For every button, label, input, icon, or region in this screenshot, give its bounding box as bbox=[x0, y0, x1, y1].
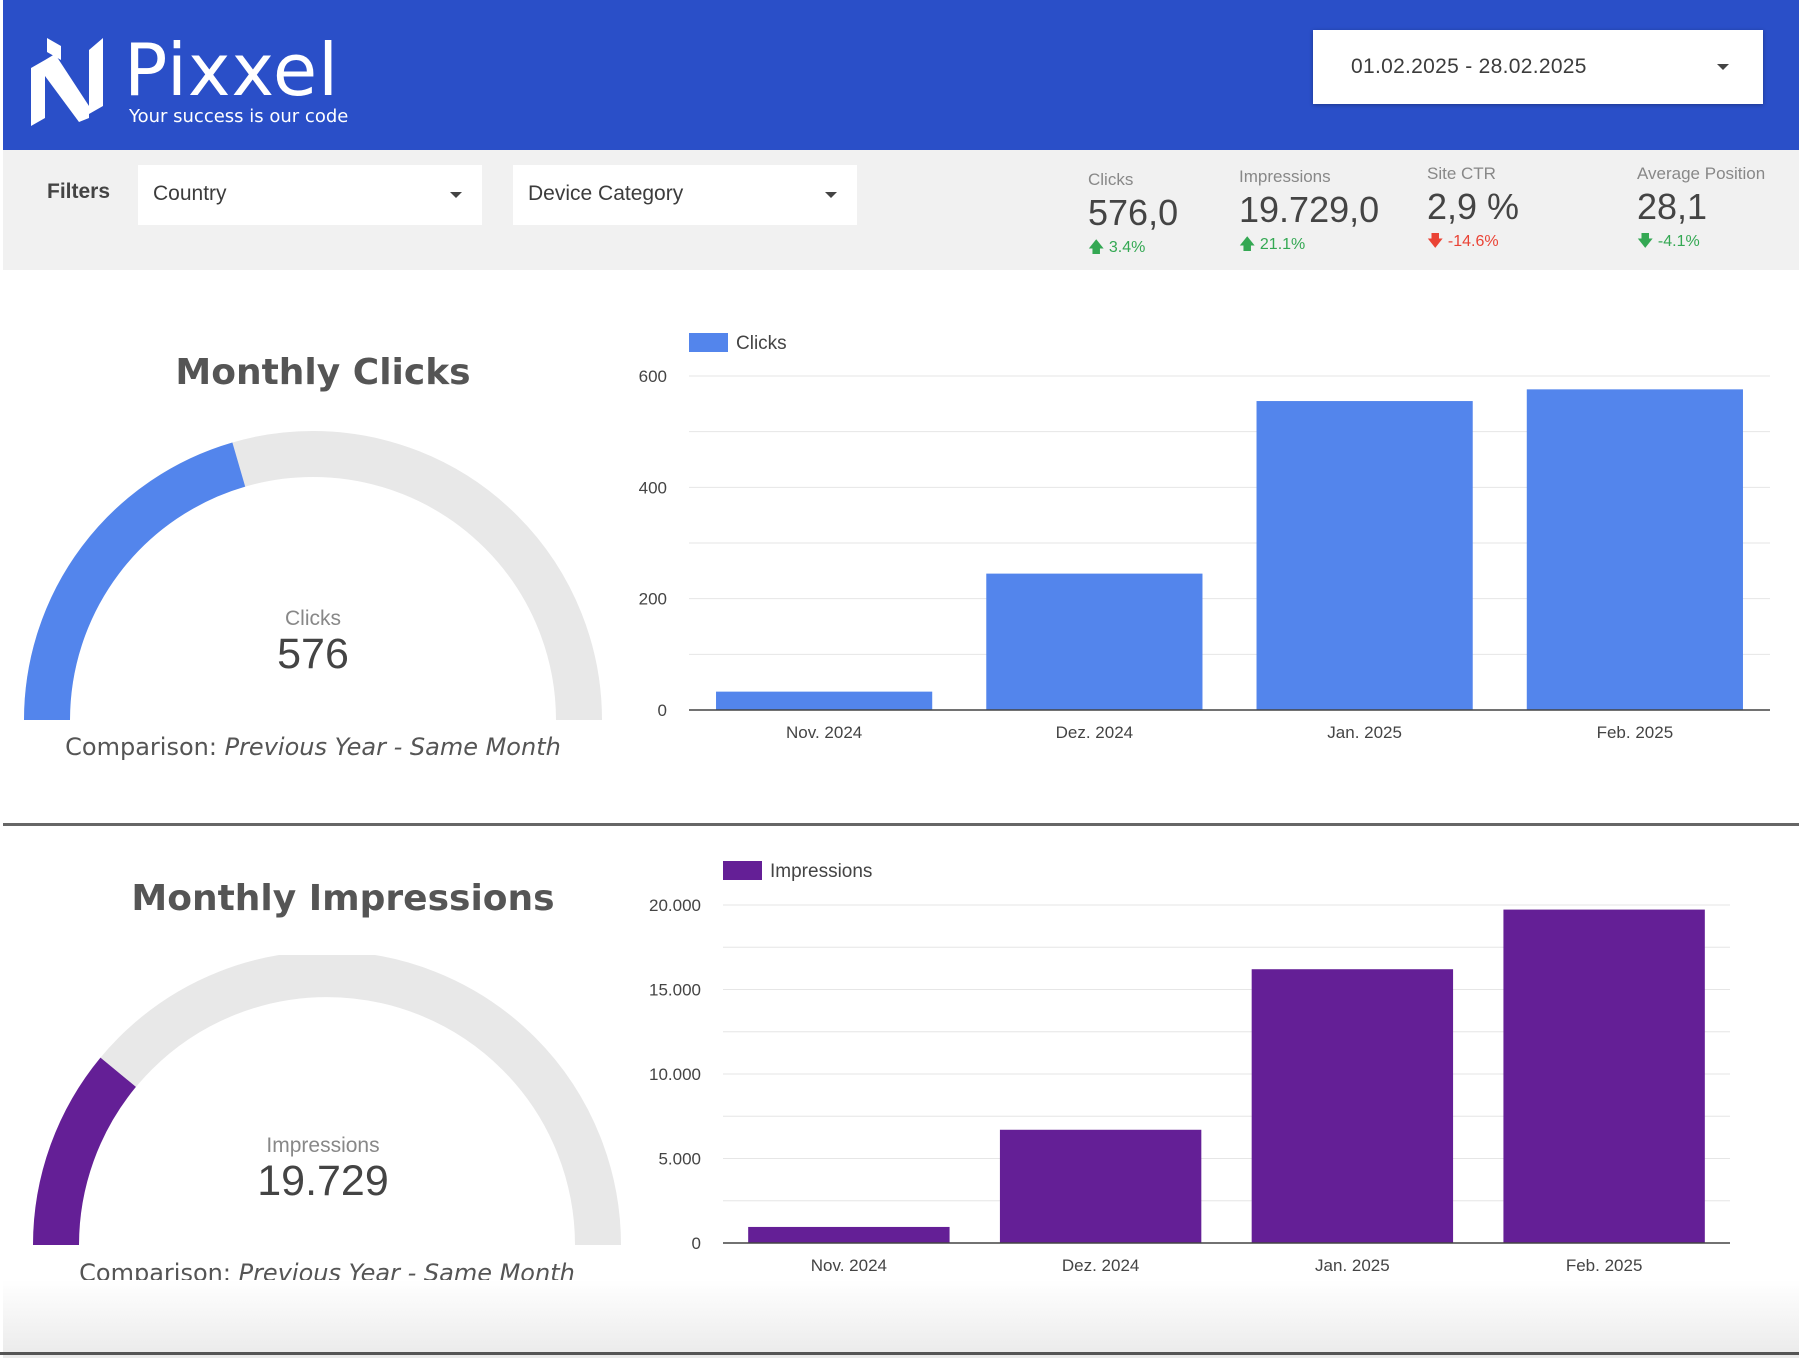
filter-bar: Filters Country Device Category Clicks 5… bbox=[3, 150, 1799, 270]
arrow-down-icon: 🡇 bbox=[1427, 233, 1444, 250]
kpi-impressions: Impressions 19.729,0 🡅 21.1% bbox=[1239, 167, 1379, 260]
comparison-prefix: Comparison: bbox=[65, 733, 225, 761]
impressions-gauge bbox=[33, 955, 621, 1246]
bar bbox=[748, 1226, 950, 1243]
bar bbox=[986, 573, 1203, 710]
section-title: Monthly Clicks bbox=[175, 352, 471, 393]
brand-name: Pixxel bbox=[124, 28, 340, 112]
bar bbox=[999, 1129, 1202, 1243]
country-filter-dropdown[interactable]: Country bbox=[138, 165, 482, 225]
kpi-average-position: Average Position 28,1 🡇 -4.1% bbox=[1637, 164, 1765, 257]
gauge-label: Clicks bbox=[285, 607, 341, 630]
date-range-picker[interactable]: 01.02.2025 - 28.02.2025 bbox=[1313, 30, 1763, 104]
filters-label: Filters bbox=[47, 180, 111, 203]
device-category-filter-dropdown[interactable]: Device Category bbox=[513, 165, 857, 225]
brand-tagline: Your success is our code bbox=[129, 106, 349, 127]
kpi-label: Impressions bbox=[1239, 167, 1331, 186]
bar bbox=[1526, 389, 1743, 710]
y-tick-label: 10.000 bbox=[649, 1065, 701, 1084]
gauge-label: Impressions bbox=[266, 1134, 380, 1157]
kpi-label: Clicks bbox=[1088, 170, 1134, 189]
legend-swatch bbox=[689, 333, 728, 352]
kpi-delta-value: 3.4% bbox=[1108, 239, 1146, 256]
kpi-delta: 🡇 -14.6% bbox=[1427, 230, 1519, 257]
kpi-value: 576,0 bbox=[1088, 192, 1179, 233]
y-tick-label: 20.000 bbox=[649, 896, 701, 915]
pixxel-logo-icon bbox=[31, 38, 103, 126]
footer-border bbox=[0, 1352, 1799, 1355]
chevron-down-icon bbox=[825, 192, 837, 198]
gauge-value: 576 bbox=[277, 630, 349, 678]
impressions-bar-chart: Impressions 0 5.000 10.000 15.000 20.000 Nov. … bbox=[649, 861, 1730, 1275]
y-tick-label: 600 bbox=[639, 367, 667, 386]
x-tick-label: Feb. 2025 bbox=[1597, 723, 1674, 742]
gauge-value: 19.729 bbox=[257, 1157, 389, 1205]
comparison-note: Comparison: Previous Year - Same Month bbox=[23, 733, 603, 761]
date-range-value: 01.02.2025 - 28.02.2025 bbox=[1351, 55, 1587, 78]
kpi-delta: 🡇 -4.1% bbox=[1637, 230, 1765, 257]
y-tick-label: 0 bbox=[692, 1234, 701, 1253]
bar bbox=[1503, 909, 1705, 1243]
chevron-down-icon bbox=[450, 192, 462, 198]
kpi-delta: 🡅 3.4% bbox=[1088, 236, 1178, 263]
kpi-delta-value: 21.1% bbox=[1259, 236, 1306, 253]
kpi-value: 28,1 bbox=[1637, 186, 1708, 227]
legend-label: Clicks bbox=[736, 333, 787, 354]
arrow-up-icon: 🡅 bbox=[1239, 236, 1256, 253]
x-tick-label: Jan. 2025 bbox=[1315, 1256, 1390, 1275]
device-category-filter-label: Device Category bbox=[528, 182, 684, 205]
x-tick-label: Dez. 2024 bbox=[1056, 723, 1134, 742]
chevron-down-icon bbox=[1717, 64, 1729, 70]
bar bbox=[716, 691, 933, 710]
kpi-delta: 🡅 21.1% bbox=[1239, 233, 1379, 260]
kpi-delta-value: -4.1% bbox=[1657, 233, 1700, 250]
chart-legend: Clicks bbox=[689, 333, 787, 354]
section-title: Monthly Impressions bbox=[131, 878, 555, 919]
kpi-label: Average Position bbox=[1637, 164, 1766, 183]
arrow-down-icon: 🡇 bbox=[1637, 233, 1654, 250]
bar bbox=[1251, 969, 1454, 1243]
x-tick-label: Jan. 2025 bbox=[1327, 723, 1402, 742]
clicks-gauge bbox=[24, 431, 602, 721]
header-bar: Pixxel Your success is our code 01.02.20… bbox=[3, 0, 1799, 150]
footer-fade bbox=[3, 1280, 1799, 1358]
kpi-site-ctr: Site CTR 2,9 % 🡇 -14.6% bbox=[1427, 164, 1519, 257]
kpi-value: 19.729,0 bbox=[1239, 189, 1380, 230]
comparison-period: Previous Year - Same Month bbox=[224, 733, 561, 761]
legend-label: Impressions bbox=[770, 861, 872, 882]
x-tick-label: Dez. 2024 bbox=[1062, 1256, 1140, 1275]
y-tick-label: 15.000 bbox=[649, 981, 701, 1000]
brand-logo: Pixxel Your success is our code bbox=[29, 30, 369, 131]
y-tick-label: 200 bbox=[639, 590, 667, 609]
kpi-delta-value: -14.6% bbox=[1447, 233, 1499, 250]
bar bbox=[1256, 401, 1473, 710]
x-tick-label: Nov. 2024 bbox=[786, 723, 862, 742]
y-tick-label: 400 bbox=[639, 478, 667, 497]
x-tick-label: Feb. 2025 bbox=[1566, 1256, 1643, 1275]
arrow-up-icon: 🡅 bbox=[1088, 239, 1105, 256]
chart-legend: Impressions bbox=[723, 861, 872, 882]
country-filter-label: Country bbox=[153, 182, 227, 205]
gauge-fill bbox=[33, 1057, 137, 1246]
section-divider bbox=[3, 823, 1799, 826]
kpi-clicks: Clicks 576,0 🡅 3.4% bbox=[1088, 170, 1178, 263]
clicks-bar-chart: Clicks 0 200 400 600 Nov. 2024 Dez. 2024 Jan. 2… bbox=[639, 333, 1770, 742]
kpi-label: Site CTR bbox=[1427, 164, 1496, 183]
y-tick-label: 5.000 bbox=[658, 1150, 701, 1169]
gauge-fill bbox=[24, 442, 246, 721]
gauge-track bbox=[24, 431, 602, 721]
x-tick-label: Nov. 2024 bbox=[811, 1256, 887, 1275]
kpi-value: 2,9 % bbox=[1427, 186, 1520, 227]
dashboard-page: Pixxel Your success is our code 01.02.20… bbox=[3, 0, 1799, 1358]
legend-swatch bbox=[723, 861, 762, 880]
y-tick-label: 0 bbox=[658, 701, 667, 720]
